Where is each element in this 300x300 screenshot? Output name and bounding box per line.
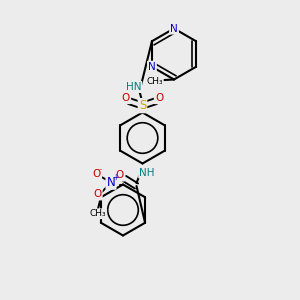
Text: O: O xyxy=(93,189,102,200)
Text: O: O xyxy=(122,93,130,103)
Text: N: N xyxy=(106,176,116,189)
Text: CH₃: CH₃ xyxy=(146,76,163,85)
Text: NH: NH xyxy=(139,167,155,178)
Text: O: O xyxy=(155,93,163,103)
Text: +: + xyxy=(112,173,119,182)
Text: CH₃: CH₃ xyxy=(90,209,106,218)
Text: HN: HN xyxy=(126,82,141,92)
Text: S: S xyxy=(139,99,146,112)
Text: ⁻: ⁻ xyxy=(98,167,102,176)
Text: N: N xyxy=(148,62,156,72)
Text: N: N xyxy=(170,23,178,34)
Text: O: O xyxy=(93,169,101,179)
Text: O: O xyxy=(116,170,124,181)
